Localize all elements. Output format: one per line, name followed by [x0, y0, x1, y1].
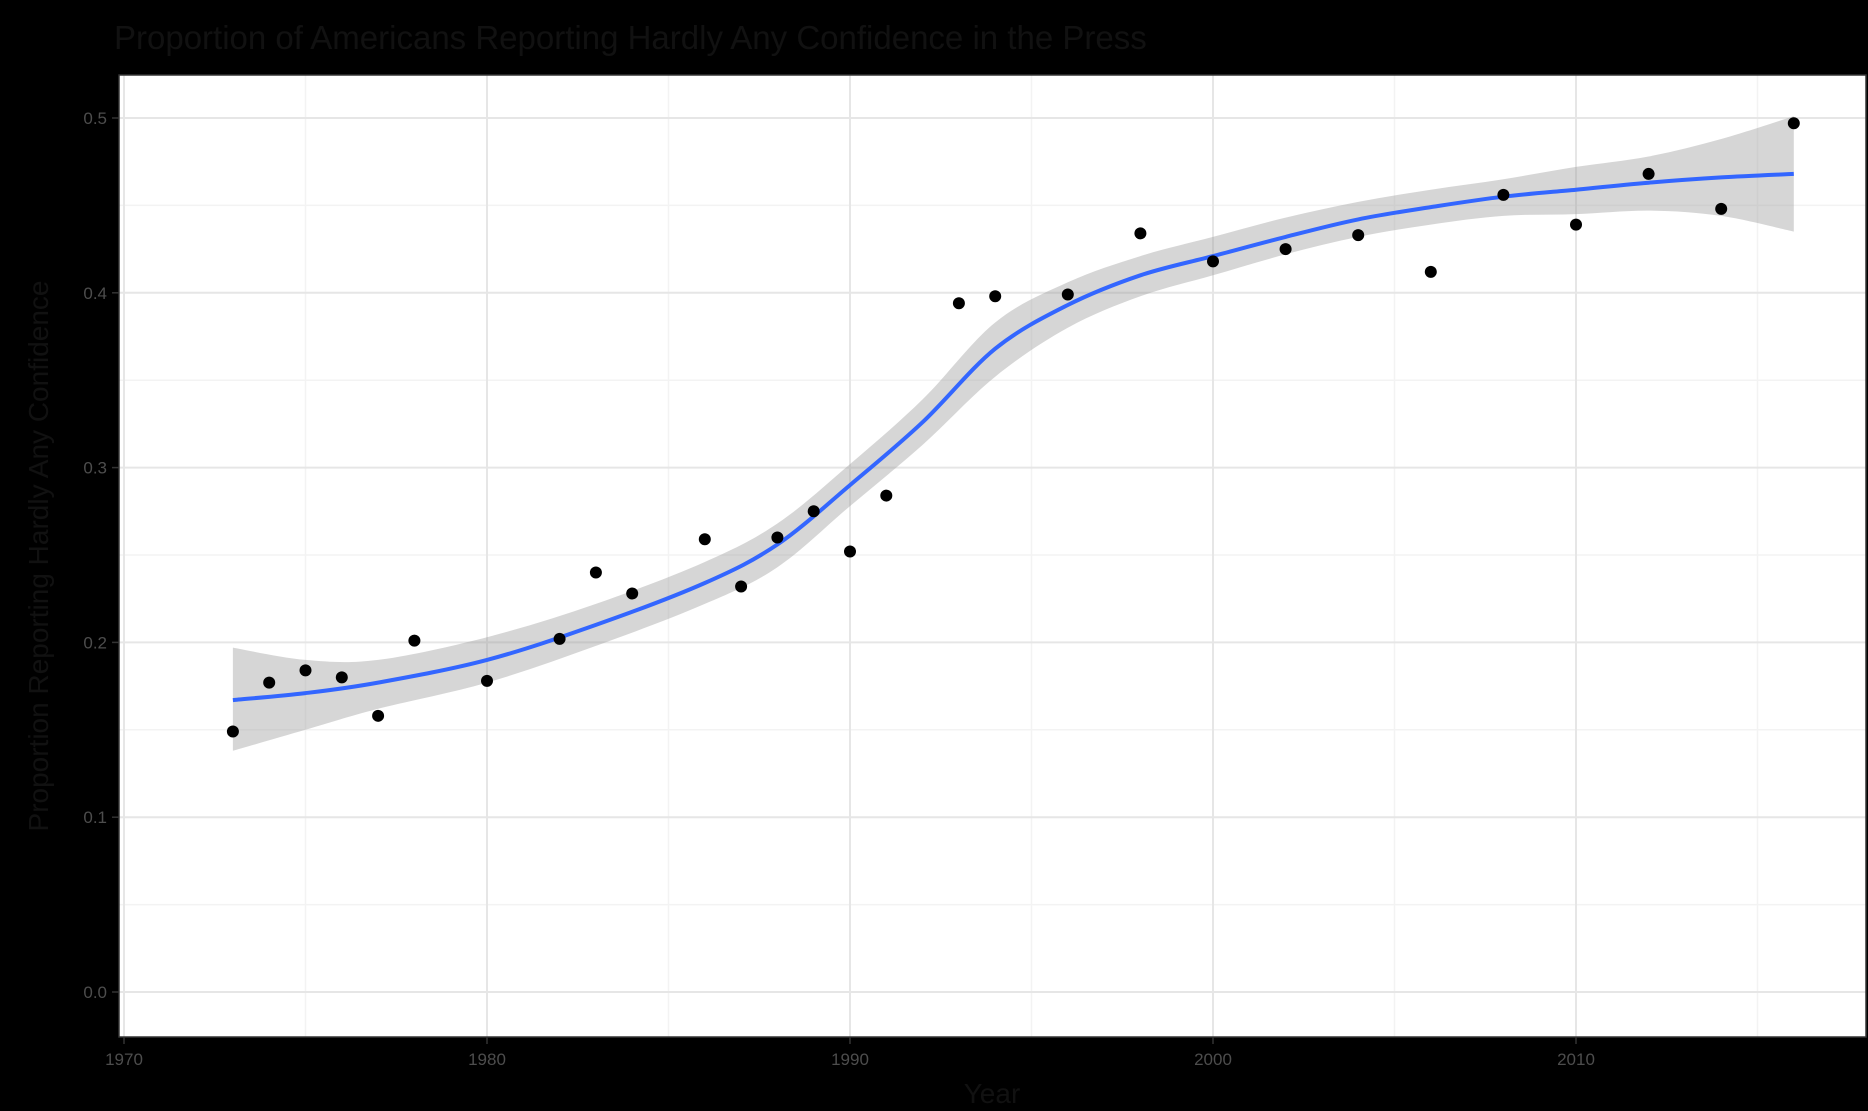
data-point [1207, 255, 1219, 268]
x-tick-label: 2010 [1557, 1050, 1595, 1069]
data-point [844, 545, 856, 558]
minor-gridlines [119, 75, 1866, 1037]
data-point [372, 709, 385, 722]
data-point [771, 531, 784, 544]
data-point [1570, 218, 1582, 231]
data-point [1424, 265, 1437, 278]
data-point [626, 587, 639, 600]
y-tick-label: 0.3 [83, 459, 107, 478]
data-point [1497, 188, 1510, 201]
data-point [952, 297, 965, 310]
y-tick-label: 0.4 [83, 284, 107, 303]
data-point [481, 674, 493, 687]
data-point [1715, 202, 1728, 215]
x-tick-label: 1990 [831, 1050, 869, 1069]
data-point [226, 725, 239, 738]
x-axis-ticks: 1970 1980 1990 2000 2010 [105, 1037, 1595, 1069]
confidence-band [232, 116, 1794, 751]
panel-background [119, 75, 1866, 1037]
x-tick-label: 2000 [1194, 1050, 1232, 1069]
x-tick-label: 1970 [105, 1050, 143, 1069]
panel-border [118, 74, 1867, 1038]
y-tick-label: 0.5 [83, 109, 107, 128]
data-point [408, 634, 421, 647]
y-tick-label: 0.0 [83, 983, 107, 1002]
data-point [335, 671, 348, 684]
y-axis-ticks: 0.0 0.1 0.2 0.3 0.4 0.5 [83, 109, 119, 1002]
data-points [226, 117, 1800, 738]
data-point [989, 290, 1002, 303]
data-point [1061, 288, 1074, 301]
y-axis-title: Proportion Reporting Hardly Any Confiden… [23, 281, 54, 832]
smooth-trend-line [232, 171, 1794, 703]
data-point [1352, 229, 1365, 242]
data-point [553, 632, 566, 645]
y-tick-label: 0.2 [83, 633, 107, 652]
chart-title: Proportion of Americans Reporting Hardly… [114, 19, 1147, 56]
data-point [1642, 167, 1655, 180]
data-point [880, 489, 893, 502]
data-point [589, 566, 602, 579]
data-point [299, 664, 312, 677]
data-point [698, 533, 711, 546]
data-point [263, 676, 276, 689]
data-point [1279, 243, 1292, 256]
data-point [807, 505, 820, 518]
data-point [735, 580, 748, 593]
x-axis-title: Year [964, 1078, 1021, 1109]
data-point [1787, 117, 1800, 130]
data-point [1134, 227, 1147, 240]
y-tick-label: 0.1 [83, 808, 107, 827]
x-tick-label: 1980 [468, 1050, 506, 1069]
